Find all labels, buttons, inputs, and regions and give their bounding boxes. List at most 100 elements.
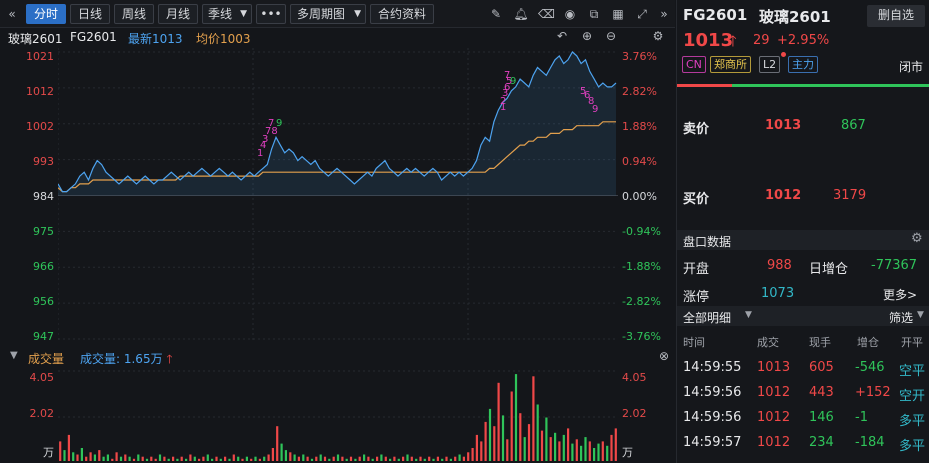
grid-icon[interactable]: ▦ bbox=[612, 7, 624, 21]
volume-bar bbox=[137, 454, 140, 461]
bid-volume: 3179 bbox=[833, 188, 867, 203]
undo-icon[interactable]: ↶ bbox=[556, 29, 568, 43]
limit-up-label: 涨停 bbox=[683, 290, 710, 305]
zoom-out-icon[interactable]: ⊖ bbox=[605, 29, 617, 43]
zoom-in-icon[interactable]: ⊕ bbox=[581, 29, 593, 43]
signal-marker: 78 bbox=[265, 126, 278, 137]
trade-time: 14:59:57 bbox=[683, 435, 742, 450]
trade-oi: -184 bbox=[855, 435, 885, 450]
percent-tick: -3.76% bbox=[622, 330, 661, 343]
volume-bar bbox=[158, 454, 162, 461]
percent-tick: 1.88% bbox=[622, 120, 657, 133]
volume-bar bbox=[371, 458, 374, 461]
tab-weekly[interactable]: 周线 bbox=[114, 4, 154, 24]
collapse-right-icon[interactable]: » bbox=[660, 7, 668, 21]
volume-bar bbox=[506, 439, 509, 461]
filter-button[interactable]: 筛选 bbox=[889, 311, 914, 325]
tab-seasonal[interactable]: 季线 ▼ bbox=[202, 4, 252, 24]
screenshot-icon[interactable]: ◉ bbox=[564, 7, 576, 21]
percent-tick: -1.88% bbox=[622, 260, 661, 273]
more-link[interactable]: 更多> bbox=[883, 288, 918, 302]
arrow-up-icon: 🡑 bbox=[729, 32, 737, 50]
trade-vol: 146 bbox=[809, 410, 834, 425]
volume-bar bbox=[614, 428, 617, 461]
volume-bar bbox=[380, 454, 383, 461]
detail-title[interactable]: 全部明细 bbox=[683, 311, 732, 325]
volume-bar bbox=[228, 458, 231, 461]
volume-bar bbox=[215, 456, 218, 461]
price-tick: 947 bbox=[33, 330, 54, 343]
volume-bar bbox=[211, 458, 214, 461]
clear-icon[interactable]: ⌫ bbox=[538, 7, 555, 21]
trade-row[interactable]: 14:59:55 1013 605 -546 空平 bbox=[677, 356, 929, 380]
trade-price: 1012 bbox=[757, 435, 791, 450]
more-button[interactable]: ••• bbox=[256, 4, 286, 24]
detail-section-header: 全部明细 ▼ 筛选 ▼ bbox=[677, 306, 929, 326]
draw-icon[interactable]: ✎ bbox=[490, 7, 502, 21]
collapse-left-icon[interactable]: « bbox=[8, 7, 16, 21]
trade-row[interactable]: 14:59:56 1012 443 +152 空开 bbox=[677, 381, 929, 405]
expand-icon[interactable]: ⤢ bbox=[637, 7, 647, 21]
trade-row[interactable]: 14:59:57 1012 234 -184 多平 bbox=[677, 431, 929, 455]
tab-monthly[interactable]: 月线 bbox=[158, 4, 198, 24]
bid-label: 买价 bbox=[683, 192, 710, 207]
volume-bar bbox=[558, 441, 561, 461]
caret-down-icon[interactable]: ▼ bbox=[917, 310, 924, 320]
volume-bar bbox=[606, 445, 609, 461]
tab-daily[interactable]: 日线 bbox=[70, 4, 110, 24]
volume-collapse-icon[interactable]: ▼ bbox=[10, 350, 18, 361]
volume-bar bbox=[402, 456, 405, 461]
window-icon[interactable]: ⧉ bbox=[589, 7, 599, 21]
caret-down-icon[interactable]: ▼ bbox=[745, 310, 752, 320]
bid-ask-ratio-bar-green bbox=[732, 84, 929, 87]
alert-bell-icon[interactable]: 🔔︎ bbox=[513, 7, 529, 21]
volume-bar bbox=[406, 454, 409, 461]
col-oi: 增仓 bbox=[857, 336, 879, 349]
volume-bar bbox=[254, 456, 257, 461]
limit-up-value: 1073 bbox=[761, 286, 795, 301]
trade-time: 14:59:56 bbox=[683, 410, 742, 425]
trade-row[interactable]: 14:59:56 1012 146 -1 多平 bbox=[677, 406, 929, 430]
volume-bar bbox=[167, 458, 170, 461]
volume-bar bbox=[102, 456, 105, 461]
volume-bar bbox=[593, 448, 596, 461]
trade-vol: 605 bbox=[809, 360, 834, 375]
volume-bar bbox=[501, 415, 505, 461]
signal-marker: 8 bbox=[588, 96, 594, 107]
volume-bar bbox=[67, 434, 70, 461]
volume-chart[interactable] bbox=[58, 369, 618, 461]
instrument-code: FG2601 bbox=[70, 30, 117, 44]
volume-bar bbox=[514, 374, 518, 461]
volume-bar bbox=[462, 456, 465, 461]
price-tick: 975 bbox=[33, 225, 54, 238]
signal-marker: 1 bbox=[500, 102, 506, 113]
multi-period-button[interactable]: 多周期图 ▼ bbox=[290, 4, 366, 24]
volume-bar bbox=[315, 456, 318, 461]
close-icon[interactable]: ⊗ bbox=[658, 349, 670, 363]
volume-bar bbox=[358, 456, 361, 461]
volume-bar bbox=[176, 458, 179, 461]
badge-l2: L2 bbox=[759, 56, 781, 73]
volume-bar bbox=[202, 456, 205, 461]
volume-bar bbox=[580, 445, 583, 461]
percent-tick: -2.82% bbox=[622, 295, 661, 308]
volume-tick: 4.05 bbox=[29, 371, 55, 384]
ask-label: 卖价 bbox=[683, 122, 710, 137]
tab-intraday[interactable]: 分时 bbox=[26, 4, 66, 24]
delete-watchlist-button[interactable]: 删自选 bbox=[867, 5, 925, 27]
volume-bar bbox=[575, 439, 578, 461]
settings-icon[interactable]: ⚙ bbox=[911, 231, 923, 246]
contract-info-button[interactable]: 合约资料 bbox=[370, 4, 434, 24]
arrow-up-icon: 🡑 bbox=[166, 352, 173, 366]
volume-bar bbox=[423, 458, 426, 461]
settings-icon[interactable]: ⚙ bbox=[652, 29, 664, 43]
volume-bar bbox=[336, 454, 340, 461]
percent-tick: 0.94% bbox=[622, 155, 657, 168]
panel-code: FG2601 bbox=[683, 6, 748, 24]
signal-marker: 4 bbox=[260, 140, 266, 151]
volume-bar bbox=[532, 376, 535, 461]
volume-bar bbox=[289, 452, 292, 461]
instrument-name: 玻璃2601 bbox=[8, 32, 63, 46]
bid-price: 1012 bbox=[765, 188, 802, 203]
